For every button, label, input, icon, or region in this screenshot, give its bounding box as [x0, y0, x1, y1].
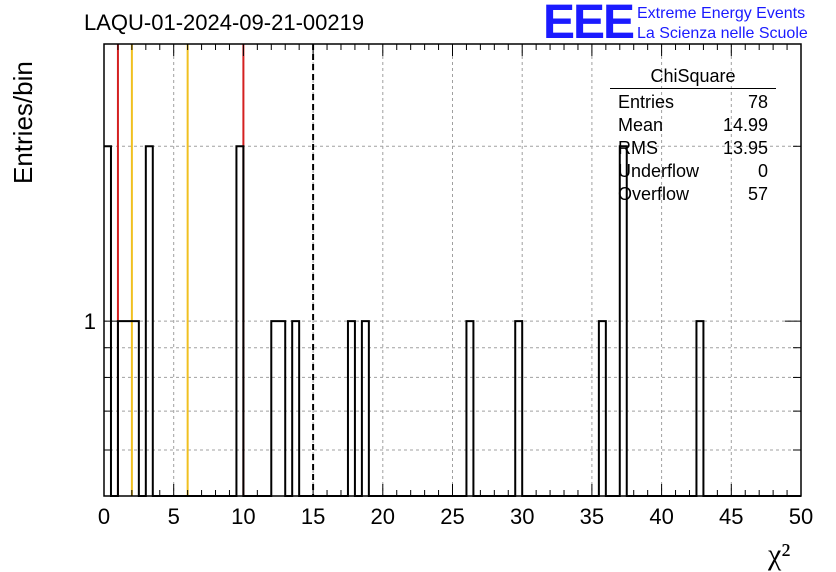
stats-row: Underflow 0 — [610, 160, 776, 183]
x-tick-label: 10 — [231, 504, 255, 529]
stats-value: 13.95 — [722, 138, 768, 158]
x-tick-label: 40 — [649, 504, 673, 529]
stats-label: Overflow — [618, 184, 690, 204]
stats-value: 57 — [747, 184, 768, 204]
stats-label: Entries — [618, 92, 675, 112]
x-axis-label-text: χ² — [768, 538, 791, 571]
histogram-bar — [599, 321, 606, 496]
x-tick-label: 15 — [301, 504, 325, 529]
x-tick-label: 5 — [168, 504, 180, 529]
histogram-bar — [696, 321, 703, 496]
stats-row: Entries 78 — [610, 91, 776, 114]
histogram-bar — [278, 321, 285, 496]
histogram-bar — [515, 321, 522, 496]
x-tick-label: 25 — [440, 504, 464, 529]
stats-value: 14.99 — [722, 115, 768, 135]
stats-row: RMS 13.95 — [610, 137, 776, 160]
stats-box: ChiSquare Entries 78 Mean 14.99 RMS 13.9… — [610, 66, 776, 206]
histogram-bar — [146, 146, 153, 496]
histogram-bar — [348, 321, 355, 496]
histogram-bar — [236, 146, 243, 496]
stats-row: Mean 14.99 — [610, 114, 776, 137]
x-axis-label: χ² — [768, 538, 790, 572]
y-tick-label: 1 — [84, 309, 96, 334]
histogram-bar — [132, 321, 139, 496]
histogram-bar — [125, 321, 132, 496]
logo-caption: Extreme Energy Events La Scienza nelle S… — [637, 4, 808, 44]
chart-title: LAQU-01-2024-09-21-00219 — [84, 10, 365, 35]
stats-title: ChiSquare — [610, 66, 776, 89]
logo-caption-line2: La Scienza nelle Scuole — [637, 25, 808, 42]
histogram-bar — [271, 321, 278, 496]
stats-row: Overflow 57 — [610, 183, 776, 206]
x-tick-label: 0 — [98, 504, 110, 529]
y-axis-label: Entries/bin — [8, 61, 38, 184]
x-tick-label: 35 — [580, 504, 604, 529]
eee-logo: EEE — [543, 0, 635, 49]
x-tick-label: 45 — [719, 504, 743, 529]
histogram-bar — [292, 321, 299, 496]
x-tick-label: 50 — [789, 504, 813, 529]
histogram-bar — [466, 321, 473, 496]
histogram-bar — [362, 321, 369, 496]
stats-label: RMS — [618, 138, 658, 158]
stats-value: 0 — [757, 161, 768, 181]
y-axis-label-box: Entries/bin — [6, 44, 40, 184]
stats-label: Mean — [618, 115, 664, 135]
x-tick-label: 30 — [510, 504, 534, 529]
x-tick-label: 20 — [371, 504, 395, 529]
stats-label: Underflow — [618, 161, 700, 181]
stats-value: 78 — [747, 92, 768, 112]
grid-lines — [104, 44, 801, 496]
axes: 0 5 10 15 20 25 30 35 40 45 50 1 — [84, 43, 813, 529]
logo-caption-line1: Extreme Energy Events — [637, 5, 806, 22]
histogram-bar — [118, 321, 125, 496]
